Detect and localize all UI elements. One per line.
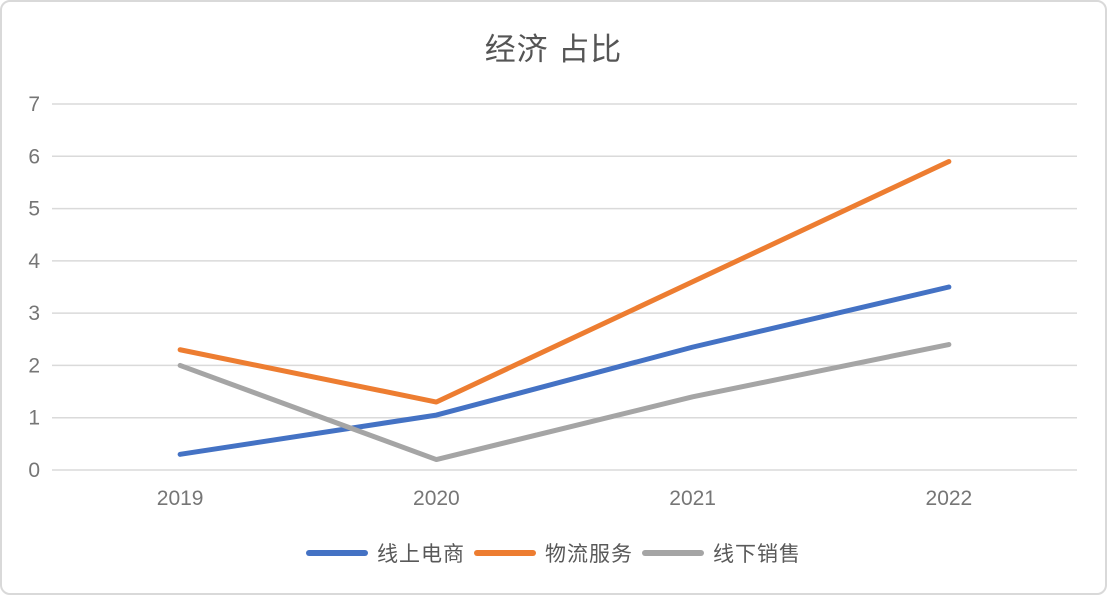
legend-swatch — [642, 550, 704, 556]
chart-title: 经济 占比 — [484, 32, 623, 67]
x-tick-label: 2019 — [157, 487, 204, 510]
x-tick-label: 2022 — [926, 487, 973, 510]
chart-legend: 线上电商 物流服务 线下销售 — [2, 538, 1105, 568]
legend-item: 线下销售 — [642, 538, 801, 568]
legend-swatch — [474, 550, 536, 556]
series-line — [177, 159, 952, 405]
y-tick-label: 1 — [28, 407, 40, 430]
y-tick-label: 0 — [28, 459, 40, 482]
legend-label: 线上电商 — [377, 543, 465, 566]
x-axis-labels: 2019 2020 2021 2022 — [157, 487, 972, 510]
series-line — [177, 284, 952, 457]
legend-label: 物流服务 — [545, 543, 633, 566]
y-tick-label: 5 — [28, 198, 40, 221]
legend-label: 线下销售 — [713, 543, 801, 566]
x-tick-label: 2021 — [669, 487, 716, 510]
series-lines — [177, 159, 952, 463]
y-tick-label: 3 — [28, 302, 40, 325]
series-line — [177, 342, 952, 463]
y-tick-label: 6 — [28, 145, 40, 168]
legend-item: 物流服务 — [474, 538, 633, 568]
y-tick-label: 2 — [28, 354, 40, 377]
legend-swatch — [306, 550, 368, 556]
y-axis-labels: 0 1 2 3 4 5 6 7 — [28, 93, 40, 482]
gridlines — [52, 103, 1077, 471]
legend-item: 线上电商 — [306, 538, 465, 568]
x-tick-label: 2020 — [413, 487, 460, 510]
y-tick-label: 4 — [28, 250, 40, 273]
y-tick-label: 7 — [28, 93, 40, 116]
